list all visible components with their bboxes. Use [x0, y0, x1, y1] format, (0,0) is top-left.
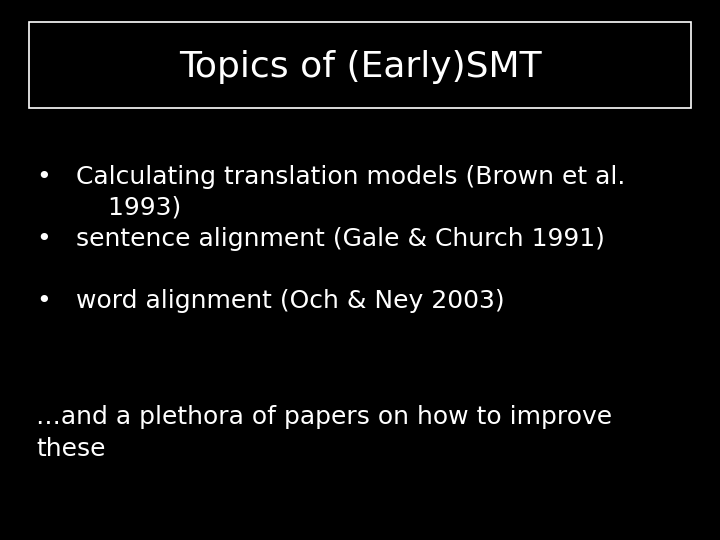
Text: sentence alignment (Gale & Church 1991): sentence alignment (Gale & Church 1991)	[76, 227, 605, 251]
Text: Topics of (Early)SMT: Topics of (Early)SMT	[179, 51, 541, 84]
Text: …and a plethora of papers on how to improve
these: …and a plethora of papers on how to impr…	[36, 405, 612, 461]
Text: •: •	[36, 227, 50, 251]
Text: •: •	[36, 165, 50, 188]
Text: •: •	[36, 289, 50, 313]
FancyBboxPatch shape	[29, 22, 691, 108]
Text: word alignment (Och & Ney 2003): word alignment (Och & Ney 2003)	[76, 289, 504, 313]
Text: Calculating translation models (Brown et al.
    1993): Calculating translation models (Brown et…	[76, 165, 625, 219]
